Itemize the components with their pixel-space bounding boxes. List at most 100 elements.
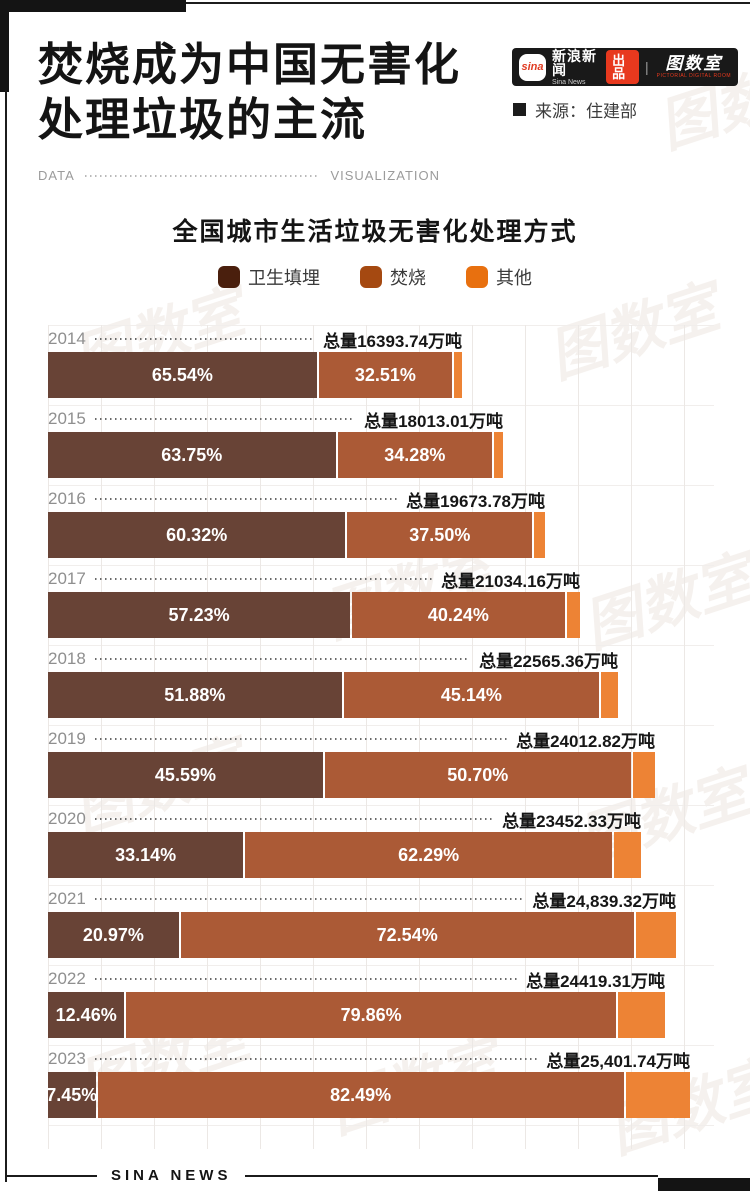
- stacked-bar: 65.54% 32.51%: [48, 352, 463, 398]
- chart-row-2017: 2017 总量21034.16万吨 57.23% 40.24%: [48, 565, 714, 645]
- segment-percent-label: 57.23%: [168, 604, 230, 625]
- dotted-leader: [94, 818, 494, 820]
- dotted-leader: [94, 1058, 538, 1060]
- dotted-leader: [94, 338, 315, 340]
- segment-percent-label: 12.46%: [55, 1004, 117, 1025]
- source-line: 来源：住建部: [513, 97, 637, 122]
- total-label: 总量24,839.32万吨: [532, 891, 676, 911]
- total-label: 总量24012.82万吨: [516, 731, 655, 751]
- total-label: 总量25,401.74万吨: [546, 1051, 690, 1071]
- stacked-bar: 12.46% 79.86%: [48, 992, 665, 1038]
- segment-percent-label: 37.50%: [409, 524, 471, 545]
- chart-rows: 2014 总量16393.74万吨 65.54% 32.51% 2015 总量18013.…: [46, 325, 714, 1149]
- segment-percent-label: 50.70%: [447, 764, 509, 785]
- page-title-line2: 处理垃圾的主流: [38, 93, 368, 145]
- stacked-bar: 57.23% 40.24%: [48, 592, 580, 638]
- legend-item: 卫生填埋: [218, 264, 320, 290]
- year-label: 2016: [48, 489, 86, 508]
- studio-logo-subtext: PICTORIAL DIGITAL ROOM: [656, 73, 731, 79]
- sina-brand-cn: 新浪新闻: [552, 47, 597, 78]
- dotted-leader: [94, 498, 398, 500]
- footer: SINA NEWS: [5, 1167, 658, 1184]
- segment-other: [454, 352, 463, 398]
- segment-landfill: 60.32%: [48, 512, 346, 558]
- segment-percent-label: 40.24%: [427, 604, 489, 625]
- sina-logo-icon: sina: [519, 53, 546, 81]
- dotted-leader: [94, 898, 524, 900]
- page-title: 焚烧成为中国无害化 处理垃圾的主流: [38, 38, 461, 148]
- data-label: DATA: [38, 168, 75, 183]
- page-title-line1: 焚烧成为中国无害化: [38, 39, 462, 90]
- segment-landfill: 51.88%: [48, 672, 342, 718]
- legend-item: 焚烧: [360, 264, 426, 290]
- segment-other: [566, 592, 580, 638]
- segment-percent-label: 72.54%: [376, 924, 438, 945]
- segment-landfill: 20.97%: [48, 912, 179, 958]
- legend-item: 其他: [466, 264, 532, 290]
- legend-label: 其他: [496, 268, 532, 288]
- segment-other: [635, 912, 677, 958]
- stacked-bar: 45.59% 50.70%: [48, 752, 655, 798]
- segment-percent-label: 32.51%: [354, 364, 416, 385]
- chart-title: 全国城市生活垃圾无害化处理方式: [172, 218, 578, 246]
- stacked-bar: 51.88% 45.14%: [48, 672, 618, 718]
- legend-swatch-icon: [466, 266, 488, 288]
- total-label: 总量16393.74万吨: [323, 331, 462, 351]
- year-label: 2017: [48, 569, 86, 588]
- year-label: 2018: [48, 649, 86, 668]
- segment-landfill: 45.59%: [48, 752, 323, 798]
- sina-brand: 新浪新闻 Sina News: [552, 49, 600, 86]
- sina-brand-en: Sina News: [552, 78, 586, 86]
- chart-row-2021: 2021 总量24,839.32万吨 20.97% 72.54%: [48, 885, 714, 965]
- legend-label: 卫生填埋: [248, 268, 320, 288]
- segment-other: [617, 992, 665, 1038]
- footer-text: SINA NEWS: [111, 1167, 232, 1184]
- segment-incineration: 37.50%: [347, 512, 533, 558]
- segment-percent-label: 65.54%: [151, 364, 213, 385]
- chart-row-2023: 2023 总量25,401.74万吨 7.45% 82.49%: [46, 1045, 714, 1125]
- footer-line-left: [5, 1174, 97, 1177]
- year-label: 2020: [48, 809, 86, 828]
- segment-incineration: 72.54%: [180, 912, 634, 958]
- segment-other: [534, 512, 545, 558]
- row-header: 2014 总量16393.74万吨: [48, 328, 462, 351]
- segment-landfill: 7.45%: [46, 1072, 98, 1118]
- row-header: 2015 总量18013.01万吨: [48, 408, 503, 431]
- segment-other: [601, 672, 618, 718]
- segment-landfill: 65.54%: [48, 352, 317, 398]
- row-header: 2023 总量25,401.74万吨: [48, 1048, 690, 1071]
- data-visualization-strip: DATA VISUALIZATION: [38, 168, 440, 183]
- year-label: 2023: [48, 1049, 86, 1068]
- segment-incineration: 45.14%: [343, 672, 600, 718]
- year-label: 2021: [48, 889, 86, 908]
- chart-row-2019: 2019 总量24012.82万吨 45.59% 50.70%: [48, 725, 714, 805]
- chart-row-2016: 2016 总量19673.78万吨 60.32% 37.50%: [48, 485, 714, 565]
- year-label: 2015: [48, 409, 86, 428]
- year-label: 2022: [48, 969, 86, 988]
- stacked-bar: 7.45% 82.49%: [46, 1072, 690, 1118]
- row-header: 2019 总量24012.82万吨: [48, 728, 655, 751]
- legend-swatch-icon: [218, 266, 240, 288]
- segment-percent-label: 82.49%: [330, 1084, 392, 1105]
- stacked-bar: 20.97% 72.54%: [48, 912, 677, 958]
- dotted-divider: [84, 174, 321, 177]
- segment-percent-label: 60.32%: [166, 524, 228, 545]
- corner-bottom-right: [658, 1178, 750, 1191]
- footer-line-right: [245, 1174, 658, 1177]
- segment-incineration: 82.49%: [97, 1072, 624, 1118]
- segment-incineration: 40.24%: [352, 592, 565, 638]
- total-label: 总量19673.78万吨: [406, 491, 545, 511]
- segment-landfill: 57.23%: [48, 592, 351, 638]
- chart-row-2018: 2018 总量22565.36万吨 51.88% 45.14%: [48, 645, 714, 725]
- segment-percent-label: 51.88%: [164, 684, 226, 705]
- total-label: 总量21034.16万吨: [441, 571, 580, 591]
- year-label: 2019: [48, 729, 86, 748]
- segment-percent-label: 7.45%: [46, 1084, 98, 1105]
- dotted-leader: [94, 418, 356, 420]
- segment-percent-label: 63.75%: [161, 444, 223, 465]
- stacked-bar: 33.14% 62.29%: [48, 832, 641, 878]
- segment-other: [625, 1072, 690, 1118]
- stacked-bar: 60.32% 37.50%: [48, 512, 545, 558]
- studio-logo-text: 图数室: [665, 54, 723, 73]
- chart-row-2020: 2020 总量23452.33万吨 33.14% 62.29%: [48, 805, 714, 885]
